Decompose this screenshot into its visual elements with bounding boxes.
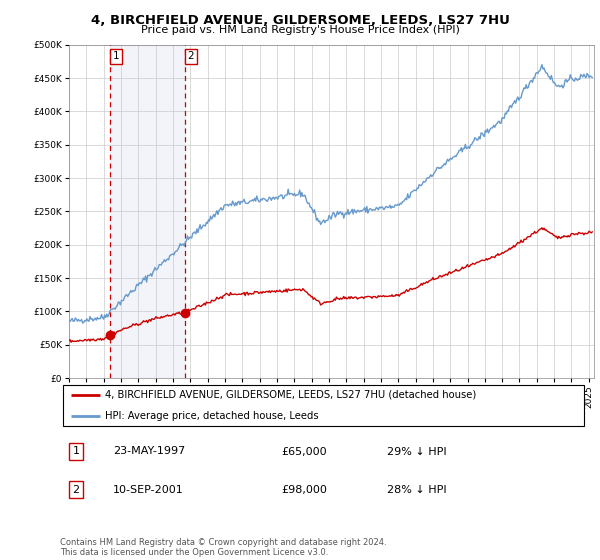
Text: 1: 1 xyxy=(113,52,119,62)
Text: 2: 2 xyxy=(72,484,79,494)
Text: 28% ↓ HPI: 28% ↓ HPI xyxy=(388,484,447,494)
Text: £65,000: £65,000 xyxy=(282,446,328,456)
Text: 1: 1 xyxy=(73,446,79,456)
Text: Contains HM Land Registry data © Crown copyright and database right 2024.
This d: Contains HM Land Registry data © Crown c… xyxy=(60,538,386,557)
Text: 4, BIRCHFIELD AVENUE, GILDERSOME, LEEDS, LS27 7HU: 4, BIRCHFIELD AVENUE, GILDERSOME, LEEDS,… xyxy=(91,14,509,27)
Text: 2: 2 xyxy=(188,52,194,62)
Text: £98,000: £98,000 xyxy=(282,484,328,494)
Text: 23-MAY-1997: 23-MAY-1997 xyxy=(113,446,185,456)
Text: HPI: Average price, detached house, Leeds: HPI: Average price, detached house, Leed… xyxy=(105,411,319,421)
Text: Price paid vs. HM Land Registry's House Price Index (HPI): Price paid vs. HM Land Registry's House … xyxy=(140,25,460,35)
Text: 10-SEP-2001: 10-SEP-2001 xyxy=(113,484,184,494)
Text: 4, BIRCHFIELD AVENUE, GILDERSOME, LEEDS, LS27 7HU (detached house): 4, BIRCHFIELD AVENUE, GILDERSOME, LEEDS,… xyxy=(105,390,476,400)
FancyBboxPatch shape xyxy=(62,385,584,426)
Text: 29% ↓ HPI: 29% ↓ HPI xyxy=(388,446,447,456)
Bar xyxy=(110,45,185,378)
